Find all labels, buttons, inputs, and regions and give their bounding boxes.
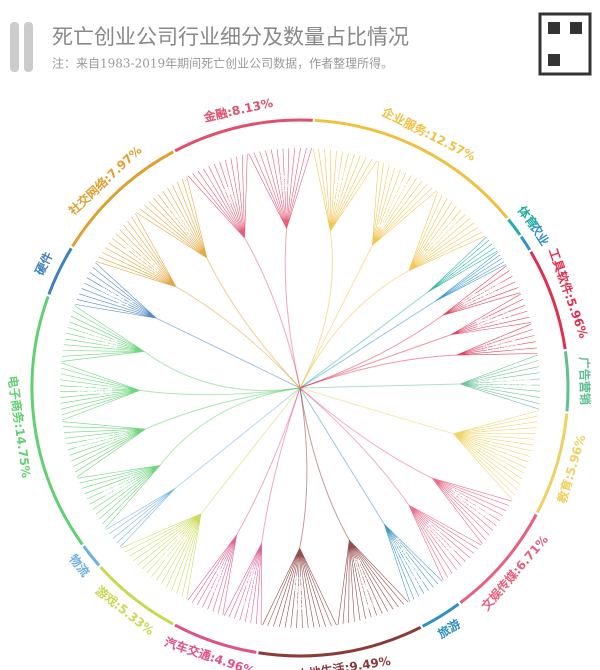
leaf-fan <box>187 534 237 616</box>
sector-label: 教育:5.96% <box>554 433 589 506</box>
sub-label: 本地综合生活 <box>350 555 378 610</box>
branch <box>284 228 301 389</box>
branch <box>159 387 301 466</box>
sub-label: 消费电子 <box>97 285 135 312</box>
ring-arc <box>507 218 522 236</box>
sub-label: 其他工具 <box>474 308 512 331</box>
leaf-fan <box>337 540 409 626</box>
leaf-fan <box>223 543 262 625</box>
ring-arc <box>99 565 174 626</box>
sub-label: 综合营销传播 <box>478 376 532 389</box>
branch <box>139 387 301 396</box>
chart-title: 死亡创业公司行业细分及数量占比情况 <box>52 25 409 49</box>
branch <box>236 387 301 536</box>
title-bar <box>24 22 33 72</box>
branch <box>206 257 301 389</box>
ring-arc <box>47 247 73 295</box>
sector-label: 物流 <box>66 551 93 579</box>
branch <box>175 286 301 389</box>
qr-code <box>548 22 560 34</box>
sector-label: 企业服务:12.57% <box>379 103 478 163</box>
branch <box>299 387 433 479</box>
sector-label: 旅游 <box>435 616 463 641</box>
branch <box>299 230 333 389</box>
ring-arc <box>174 623 257 654</box>
leaf-fan <box>262 547 337 628</box>
branch <box>299 270 410 389</box>
leaf-fan <box>62 421 146 478</box>
sector-label: 广告营销 <box>577 357 593 405</box>
sub-label: 人力资源 <box>329 168 348 206</box>
qr-code <box>548 54 560 66</box>
title-bar <box>10 22 19 72</box>
chart-subtitle: 注：来自1983-2019年期间死亡创业公司数据，作者整理所得。 <box>52 56 393 71</box>
ring-arc <box>258 625 422 658</box>
ring-arc <box>535 413 569 514</box>
sector-label: 社交网络:7.97% <box>65 142 145 218</box>
leaf-fan <box>408 191 486 271</box>
leaf-fan <box>248 147 312 229</box>
branch <box>145 387 301 430</box>
branch <box>299 387 454 435</box>
leaf-fan <box>408 504 482 581</box>
leaf-fan <box>456 323 538 356</box>
branch <box>155 317 301 389</box>
branch <box>299 301 435 389</box>
sub-label: 兴趣社区 <box>166 203 197 239</box>
ring-arc <box>30 295 84 546</box>
leaf-fan <box>187 153 248 239</box>
sub-label: 其他企业服务 <box>375 178 410 232</box>
branch <box>299 245 373 389</box>
leaf-fan <box>74 262 157 319</box>
leaf-fan <box>383 523 443 602</box>
leaf-fan <box>431 477 512 545</box>
leaf-fan <box>459 354 541 410</box>
sector-label: 文娱传媒:6.71% <box>478 532 551 613</box>
sub-label: 电商解决方案 <box>74 427 129 452</box>
sub-label: 理财 <box>277 174 290 193</box>
sub-label: 综合电商 <box>77 384 113 397</box>
branch <box>175 387 301 489</box>
sub-label: 生活服务 <box>482 336 520 355</box>
ring-arc <box>314 118 509 219</box>
branch <box>143 351 301 391</box>
leaf-fan <box>453 410 540 500</box>
leaf-fan <box>95 213 177 288</box>
ring-arc <box>519 235 531 251</box>
leaf-fan <box>77 465 161 529</box>
sub-label: 美食餐饮 <box>293 575 305 611</box>
sector-label: 硬件 <box>32 249 56 277</box>
branch <box>299 387 410 506</box>
branch <box>299 354 457 389</box>
leaf-fan <box>105 488 176 548</box>
sector-label: 工具软件:5.96% <box>546 246 592 340</box>
branch <box>299 387 385 525</box>
ring-arc <box>174 118 313 153</box>
leaf-fan <box>136 176 208 259</box>
branch <box>299 291 429 389</box>
sector-label: 电子商务:14.75% <box>5 375 34 479</box>
leaf-fan <box>372 161 437 246</box>
branch <box>200 387 301 515</box>
branch <box>299 383 460 389</box>
ring-arc <box>82 545 101 567</box>
branch <box>244 237 301 389</box>
qr-code <box>538 12 592 76</box>
sector-label: 金融:8.13% <box>201 95 274 125</box>
leaf-fan <box>312 148 378 232</box>
leaf-fan <box>450 293 531 336</box>
branch <box>299 387 308 549</box>
sub-label: 旅游综合服务 <box>389 536 428 588</box>
leaf-fan <box>61 305 145 362</box>
leaf-fan <box>442 265 521 316</box>
ring-arc <box>71 150 174 248</box>
branch <box>261 387 301 544</box>
branch <box>299 387 350 541</box>
ring-arc <box>459 513 538 604</box>
qr-code <box>570 22 582 34</box>
ring-arc <box>421 602 460 628</box>
ring-arc <box>563 351 570 412</box>
ring-arc <box>529 250 567 350</box>
